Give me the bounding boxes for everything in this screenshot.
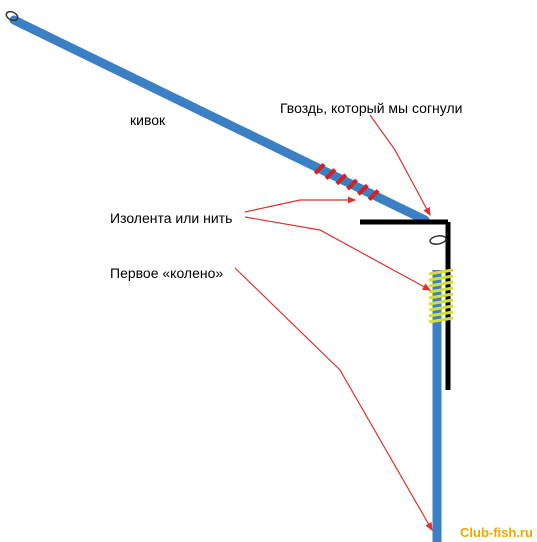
arrow-tape-2	[245, 217, 430, 290]
label-first-section: Первое «колено»	[110, 265, 223, 281]
label-kivok: кивок	[130, 112, 165, 128]
corner-ring	[429, 235, 446, 246]
label-tape: Изолента или нить	[110, 210, 232, 226]
watermark: Club-fish.ru	[460, 525, 533, 540]
arrow-first-section	[235, 268, 432, 530]
fishing-rod-diagram	[0, 0, 537, 542]
label-nail: Гвоздь, который мы согнули	[280, 100, 462, 116]
arrow-tape-1	[245, 200, 355, 212]
